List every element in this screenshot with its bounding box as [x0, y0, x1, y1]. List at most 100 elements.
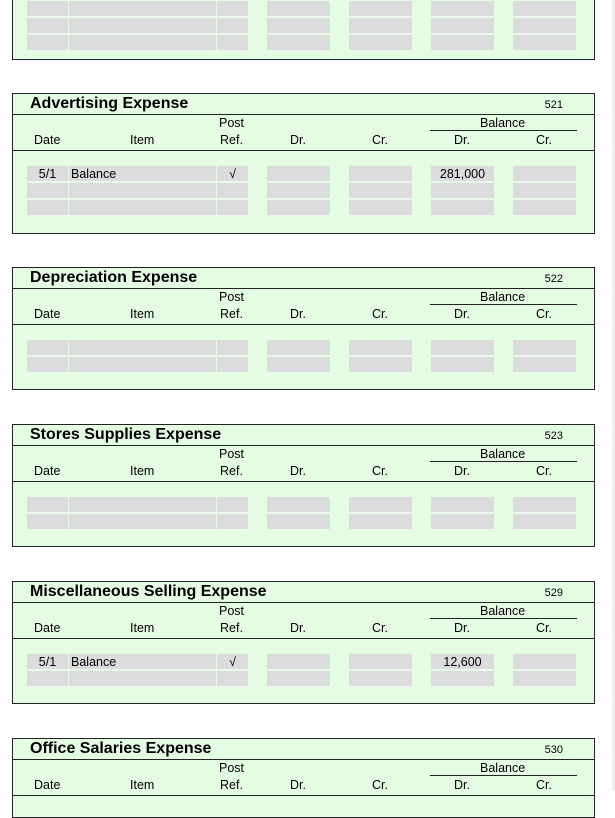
debit-cell[interactable] — [267, 183, 330, 199]
credit-cell[interactable] — [349, 1, 412, 17]
post-ref-cell[interactable] — [217, 183, 248, 199]
date-cell[interactable] — [27, 18, 68, 34]
balance-debit-cell[interactable] — [431, 497, 494, 513]
post-ref-cell[interactable] — [217, 35, 248, 51]
balance-credit-cell[interactable] — [513, 18, 576, 34]
account-number: 523 — [544, 430, 563, 442]
credit-header: Cr. — [372, 307, 388, 321]
debit-cell[interactable] — [267, 200, 330, 216]
item-cell[interactable]: Balance — [69, 654, 216, 670]
date-cell[interactable] — [27, 1, 68, 17]
debit-cell[interactable] — [267, 671, 330, 687]
post-ref-cell[interactable] — [217, 497, 248, 513]
ledger-row — [13, 18, 594, 35]
ledger-row: 5/1 Balance √ 281,000 — [13, 166, 594, 183]
account-title-bar: Depreciation Expense 522 — [13, 268, 594, 289]
debit-cell[interactable] — [267, 340, 330, 356]
balance-debit-cell[interactable] — [431, 183, 494, 199]
balance-debit-cell[interactable] — [431, 357, 494, 373]
date-cell[interactable] — [27, 183, 68, 199]
date-header: Date — [34, 464, 61, 478]
item-cell[interactable] — [69, 35, 216, 51]
balance-credit-cell[interactable] — [513, 340, 576, 356]
vertical-scrollbar[interactable] — [612, 0, 615, 791]
balance-credit-cell[interactable] — [513, 166, 576, 182]
post-ref-cell[interactable]: √ — [217, 654, 248, 670]
date-cell[interactable] — [27, 671, 68, 687]
debit-cell[interactable] — [267, 514, 330, 530]
post-ref-cell[interactable] — [217, 357, 248, 373]
credit-cell[interactable] — [349, 497, 412, 513]
balance-debit-header: Dr. — [454, 621, 470, 635]
balance-debit-cell[interactable] — [431, 35, 494, 51]
item-cell[interactable] — [69, 200, 216, 216]
balance-credit-cell[interactable] — [513, 183, 576, 199]
post-ref-cell[interactable] — [217, 18, 248, 34]
post-ref-cell[interactable] — [217, 200, 248, 216]
balance-credit-cell[interactable] — [513, 671, 576, 687]
debit-cell[interactable] — [267, 654, 330, 670]
balance-credit-cell[interactable] — [513, 514, 576, 530]
balance-debit-cell[interactable] — [431, 514, 494, 530]
credit-cell[interactable] — [349, 35, 412, 51]
balance-debit-header: Dr. — [454, 133, 470, 147]
credit-cell[interactable] — [349, 671, 412, 687]
item-cell[interactable] — [69, 497, 216, 513]
item-cell[interactable] — [69, 1, 216, 17]
item-cell[interactable]: Balance — [69, 166, 216, 182]
balance-credit-cell[interactable] — [513, 35, 576, 51]
debit-cell[interactable] — [267, 497, 330, 513]
credit-cell[interactable] — [349, 200, 412, 216]
credit-cell[interactable] — [349, 18, 412, 34]
item-cell[interactable] — [69, 183, 216, 199]
date-cell[interactable] — [27, 497, 68, 513]
post-ref-cell[interactable] — [217, 671, 248, 687]
post-ref-cell[interactable]: √ — [217, 166, 248, 182]
debit-cell[interactable] — [267, 166, 330, 182]
debit-cell[interactable] — [267, 1, 330, 17]
balance-debit-cell[interactable]: 281,000 — [431, 166, 494, 182]
post-ref-cell[interactable] — [217, 340, 248, 356]
balance-credit-cell[interactable] — [513, 357, 576, 373]
date-cell[interactable] — [27, 200, 68, 216]
date-cell[interactable] — [27, 514, 68, 530]
balance-debit-cell[interactable]: 12,600 — [431, 654, 494, 670]
balance-debit-cell[interactable] — [431, 1, 494, 17]
credit-cell[interactable] — [349, 357, 412, 373]
balance-divider — [430, 304, 577, 305]
balance-debit-cell[interactable] — [431, 671, 494, 687]
balance-debit-header: Dr. — [454, 307, 470, 321]
item-cell[interactable] — [69, 357, 216, 373]
account-title-bar: Miscellaneous Selling Expense 529 — [13, 582, 594, 603]
balance-debit-cell[interactable] — [431, 18, 494, 34]
date-header: Date — [34, 778, 61, 792]
item-cell[interactable] — [69, 671, 216, 687]
balance-credit-cell[interactable] — [513, 200, 576, 216]
date-cell[interactable] — [27, 340, 68, 356]
balance-debit-cell[interactable] — [431, 200, 494, 216]
date-cell[interactable]: 5/1 — [27, 166, 68, 182]
credit-cell[interactable] — [349, 654, 412, 670]
item-cell[interactable] — [69, 340, 216, 356]
credit-header: Cr. — [372, 621, 388, 635]
balance-debit-cell[interactable] — [431, 340, 494, 356]
debit-cell[interactable] — [267, 18, 330, 34]
post-header: Post — [219, 116, 245, 130]
credit-cell[interactable] — [349, 514, 412, 530]
post-ref-cell[interactable] — [217, 514, 248, 530]
credit-cell[interactable] — [349, 166, 412, 182]
balance-credit-cell[interactable] — [513, 497, 576, 513]
credit-cell[interactable] — [349, 340, 412, 356]
balance-header: Balance — [480, 604, 526, 618]
date-cell[interactable] — [27, 35, 68, 51]
item-cell[interactable] — [69, 18, 216, 34]
debit-cell[interactable] — [267, 357, 330, 373]
post-ref-cell[interactable] — [217, 1, 248, 17]
balance-credit-cell[interactable] — [513, 1, 576, 17]
debit-cell[interactable] — [267, 35, 330, 51]
item-cell[interactable] — [69, 514, 216, 530]
date-cell[interactable] — [27, 357, 68, 373]
credit-cell[interactable] — [349, 183, 412, 199]
date-cell[interactable]: 5/1 — [27, 654, 68, 670]
balance-credit-cell[interactable] — [513, 654, 576, 670]
